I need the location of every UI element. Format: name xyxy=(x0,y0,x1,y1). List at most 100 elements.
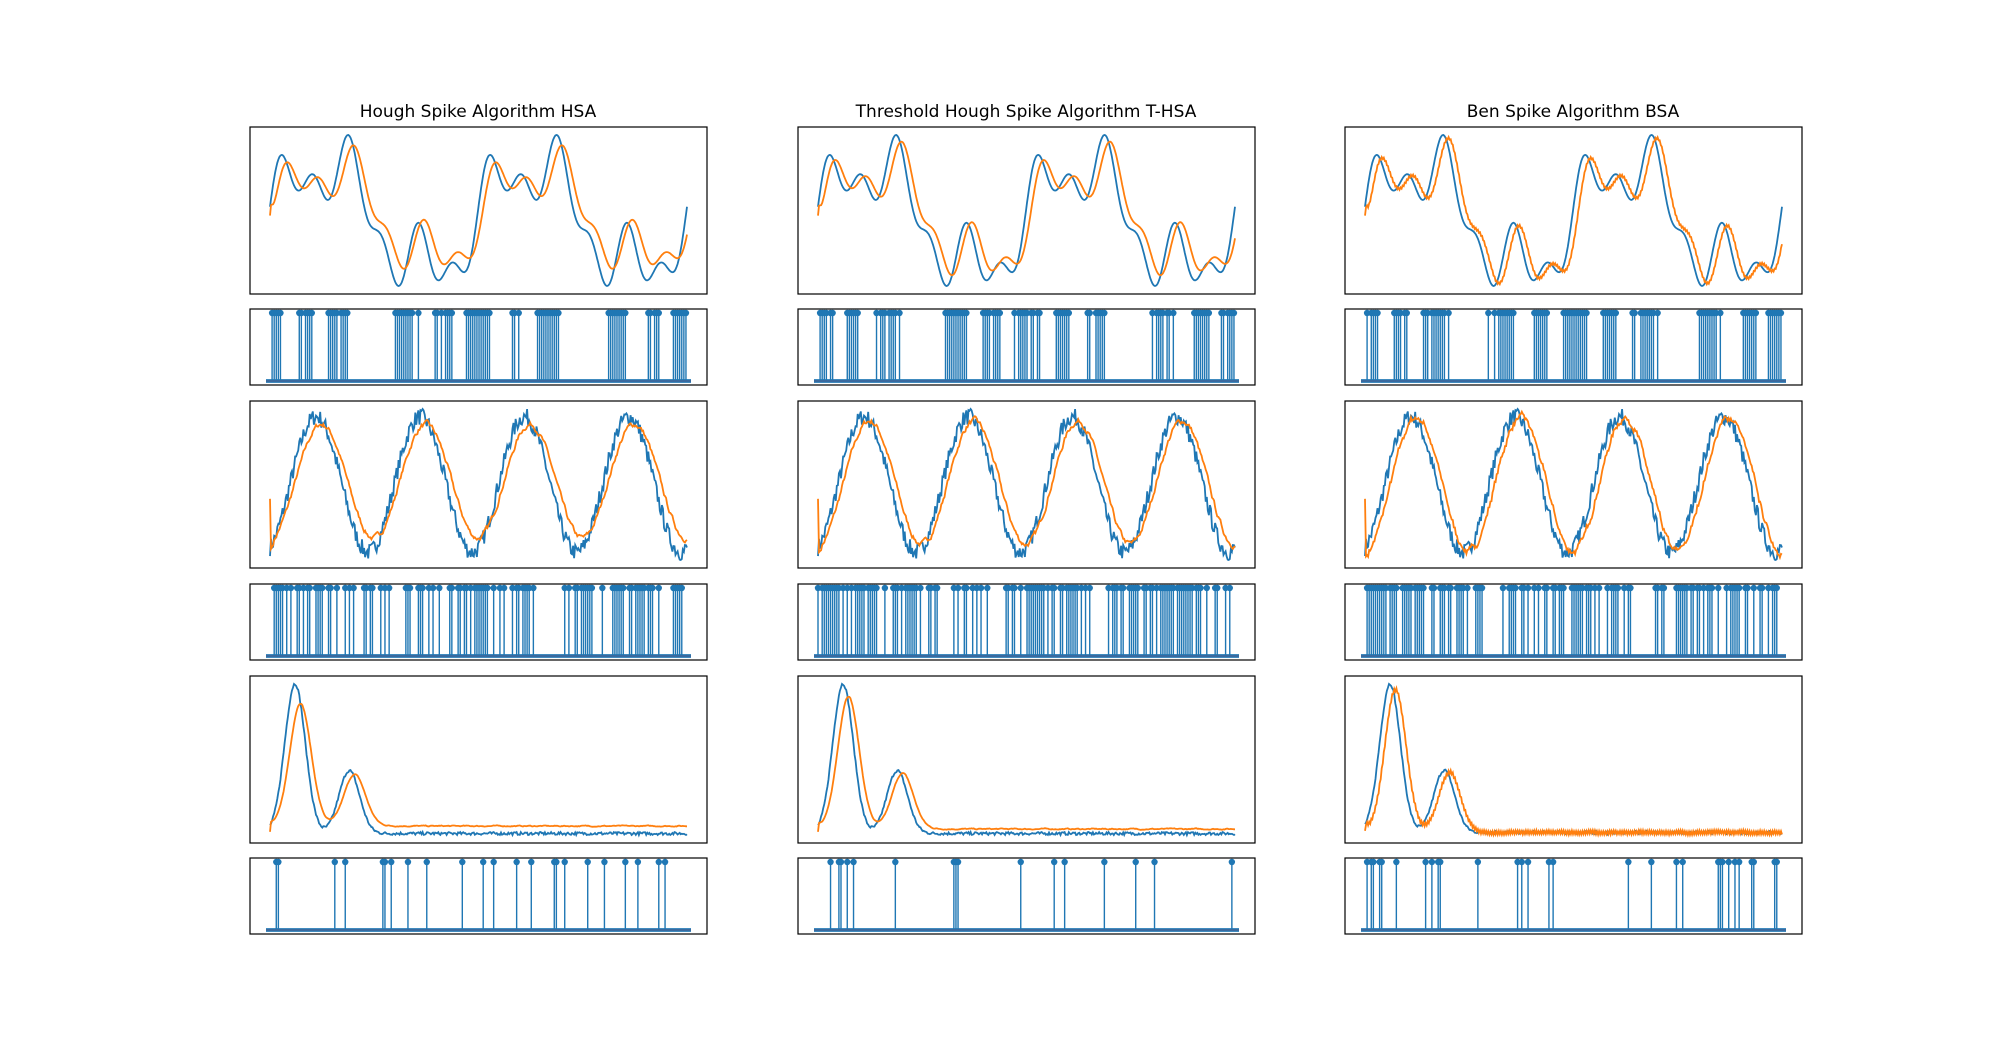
spike-marker xyxy=(892,858,899,866)
panel-r2-t-hsa-signal-frame xyxy=(797,400,1256,569)
panel-r2-t-hsa-spikes-zero-markers xyxy=(814,654,1239,658)
spike-marker xyxy=(933,584,941,592)
spike-marker xyxy=(1151,858,1158,866)
spike-marker xyxy=(1758,584,1766,592)
panel-r2-hsa-signal-original-line xyxy=(269,407,688,561)
spike-marker xyxy=(1374,309,1381,317)
spike-marker xyxy=(448,309,456,317)
spike-marker xyxy=(1777,309,1785,317)
spike-marker xyxy=(1631,309,1638,317)
spike-marker xyxy=(837,858,845,866)
spike-marker xyxy=(649,584,656,592)
spike-marker xyxy=(601,858,608,866)
panel-r2-bsa-signal-original-line xyxy=(1364,407,1783,561)
spike-marker xyxy=(287,584,295,592)
spike-marker xyxy=(1447,584,1454,592)
spike-marker xyxy=(319,584,326,592)
panel-r1-hsa-signal-frame xyxy=(249,126,708,295)
spike-marker xyxy=(1673,858,1680,866)
spike-marker xyxy=(1625,858,1632,866)
column-title-hsa: Hough Spike Algorithm HSA xyxy=(360,102,597,122)
column-title-bsa: Ben Spike Algorithm BSA xyxy=(1467,102,1680,122)
panel-r3-t-hsa-signal-frame xyxy=(797,675,1256,844)
panel-r1-hsa-spikes-zero-markers xyxy=(266,379,691,383)
spike-marker xyxy=(308,309,316,317)
spike-marker xyxy=(844,858,851,866)
spike-marker xyxy=(344,309,351,317)
spike-marker xyxy=(419,584,426,592)
spike-marker xyxy=(385,584,393,592)
panel-r3-t-hsa-spikes-stems xyxy=(827,858,1236,930)
spike-marker xyxy=(954,584,962,592)
spike-marker xyxy=(528,858,535,866)
spike-marker xyxy=(306,584,313,592)
spike-marker xyxy=(1512,584,1519,592)
spike-marker xyxy=(1750,858,1757,866)
spike-marker xyxy=(1403,309,1411,317)
spike-marker xyxy=(1752,309,1760,317)
spike-marker xyxy=(369,584,376,592)
panel-r3-bsa-spikes-stems xyxy=(1363,858,1780,930)
panel-r3-hsa-signal-reconstructed-line xyxy=(269,702,687,832)
spike-marker xyxy=(588,584,596,592)
spike-marker xyxy=(1132,858,1139,866)
spike-marker xyxy=(1535,584,1542,592)
spike-marker xyxy=(1205,309,1213,317)
spike-marker xyxy=(486,309,493,317)
spike-marker xyxy=(1524,858,1532,866)
spike-marker xyxy=(1524,584,1532,592)
spike-marker xyxy=(429,584,437,592)
panel-r3-bsa-spikes-frame xyxy=(1344,857,1803,935)
spike-marker xyxy=(1101,858,1108,866)
spike-marker xyxy=(1464,584,1471,592)
spike-marker xyxy=(599,584,606,592)
spike-marker xyxy=(1660,584,1668,592)
spike-marker xyxy=(678,584,685,592)
spike-marker xyxy=(1735,584,1743,592)
panel-r1-bsa-signal-frame xyxy=(1344,126,1803,295)
spike-marker xyxy=(1679,858,1686,866)
spike-marker xyxy=(1393,858,1400,866)
spike-marker xyxy=(1510,309,1517,317)
spike-marker xyxy=(996,309,1004,317)
spike-marker xyxy=(963,584,970,592)
spike-marker xyxy=(408,309,416,317)
spike-marker xyxy=(327,584,334,592)
spike-marker xyxy=(1050,858,1058,866)
panel-r1-t-hsa-spikes-frame xyxy=(797,308,1256,386)
spike-marker xyxy=(584,858,591,866)
spike-marker xyxy=(1543,584,1551,592)
spike-marker xyxy=(829,309,836,317)
spike-marker xyxy=(1654,309,1661,317)
spike-marker xyxy=(1393,584,1400,592)
spike-marker xyxy=(1134,584,1142,592)
spike-marker xyxy=(1735,858,1743,866)
spike-marker xyxy=(1050,584,1058,592)
spike-marker xyxy=(881,584,889,592)
spike-marker xyxy=(1170,309,1177,317)
panel-r3-t-hsa-signal-original-line xyxy=(817,682,1236,838)
spike-marker xyxy=(1708,584,1716,592)
spike-marker xyxy=(388,858,395,866)
spike-marker xyxy=(1478,584,1486,592)
spike-marker xyxy=(1485,309,1492,317)
spike-marker xyxy=(1086,584,1093,592)
panel-r3-hsa-signal-original-line xyxy=(269,682,688,838)
panel-r2-bsa-spikes-stems xyxy=(1363,584,1780,656)
spike-marker xyxy=(977,584,985,592)
spike-marker xyxy=(415,309,422,317)
spike-marker xyxy=(350,584,357,592)
spike-marker xyxy=(1197,584,1204,592)
spike-marker xyxy=(1214,584,1221,592)
spike-marker xyxy=(622,858,629,866)
panel-r1-t-hsa-signal-frame xyxy=(797,126,1256,295)
spike-marker xyxy=(1614,584,1622,592)
panel-r3-t-hsa-spikes-frame xyxy=(797,857,1256,935)
panel-r2-hsa-signal-reconstructed-line xyxy=(269,418,688,553)
spike-marker xyxy=(381,858,389,866)
panel-r2-t-hsa-spikes-stems xyxy=(814,584,1233,656)
spike-marker xyxy=(1648,858,1655,866)
spike-marker xyxy=(896,309,903,317)
spike-marker xyxy=(553,858,560,866)
